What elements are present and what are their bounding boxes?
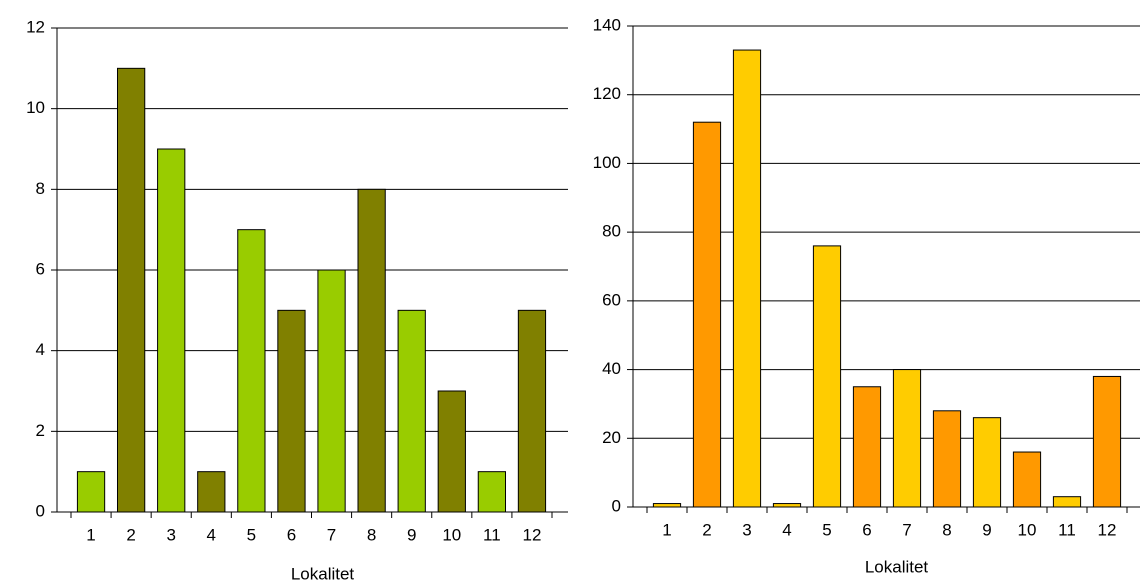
x-tick-label: 7 xyxy=(902,520,911,539)
bar xyxy=(892,369,922,508)
y-tick-label: 120 xyxy=(593,84,621,103)
y-tick-label: 12 xyxy=(26,17,45,36)
bar xyxy=(812,245,842,508)
x-tick-label: 1 xyxy=(86,525,95,544)
bar xyxy=(317,269,346,513)
x-tick-label: 6 xyxy=(287,525,296,544)
x-tick-label: 9 xyxy=(982,520,991,539)
bar xyxy=(477,471,507,513)
y-tick-label: 20 xyxy=(602,428,621,447)
y-tick-label: 6 xyxy=(36,259,45,278)
bar xyxy=(157,148,186,513)
x-tick-label: 2 xyxy=(702,520,711,539)
x-axis-title: Lokalitet xyxy=(291,564,355,581)
x-tick-label: 5 xyxy=(247,525,256,544)
x-tick-label: 9 xyxy=(407,525,416,544)
bar xyxy=(852,386,882,508)
bar xyxy=(437,390,466,513)
y-tick-label: 0 xyxy=(612,496,621,515)
y-tick-label: 60 xyxy=(602,290,621,309)
bar xyxy=(932,410,962,508)
y-tick-label: 140 xyxy=(593,15,621,34)
x-tick-label: 2 xyxy=(126,525,135,544)
bar xyxy=(732,49,762,508)
x-tick-label: 1 xyxy=(662,520,671,539)
y-tick-label: 100 xyxy=(593,153,621,172)
bar xyxy=(1012,451,1042,508)
x-tick-label: 8 xyxy=(942,520,951,539)
y-tick-label: 2 xyxy=(36,421,45,440)
x-tick-label: 10 xyxy=(442,525,461,544)
y-tick-label: 4 xyxy=(36,340,45,359)
x-tick-label: 6 xyxy=(862,520,871,539)
x-tick-label: 12 xyxy=(522,525,541,544)
x-tick-label: 3 xyxy=(166,525,175,544)
y-tick-label: 40 xyxy=(602,359,621,378)
bar xyxy=(397,309,426,513)
x-tick-label: 11 xyxy=(483,525,501,544)
bar xyxy=(972,417,1002,508)
bar xyxy=(692,121,722,508)
x-tick-label: 7 xyxy=(327,525,336,544)
x-axis-title: Lokalitet xyxy=(865,557,929,576)
bar xyxy=(277,309,306,513)
bar xyxy=(116,67,146,513)
x-tick-label: 4 xyxy=(207,525,216,544)
bar xyxy=(772,503,802,508)
x-tick-label: 12 xyxy=(1098,520,1117,539)
y-tick-label: 0 xyxy=(36,501,45,520)
bar xyxy=(197,471,226,513)
y-tick-label: 8 xyxy=(36,179,45,198)
x-tick-label: 5 xyxy=(822,520,831,539)
x-tick-label: 3 xyxy=(742,520,751,539)
y-tick-label: 80 xyxy=(602,222,621,241)
x-tick-label: 8 xyxy=(367,525,376,544)
x-tick-label: 4 xyxy=(782,520,791,539)
y-tick-label: 10 xyxy=(26,98,45,117)
bar xyxy=(76,471,106,513)
x-tick-label: 10 xyxy=(1018,520,1037,539)
bar xyxy=(357,188,386,513)
bar xyxy=(237,229,266,513)
bar xyxy=(1052,496,1082,508)
bar xyxy=(652,503,682,508)
x-tick-label: 11 xyxy=(1058,520,1076,539)
bar xyxy=(517,309,547,513)
bar xyxy=(1092,375,1122,508)
